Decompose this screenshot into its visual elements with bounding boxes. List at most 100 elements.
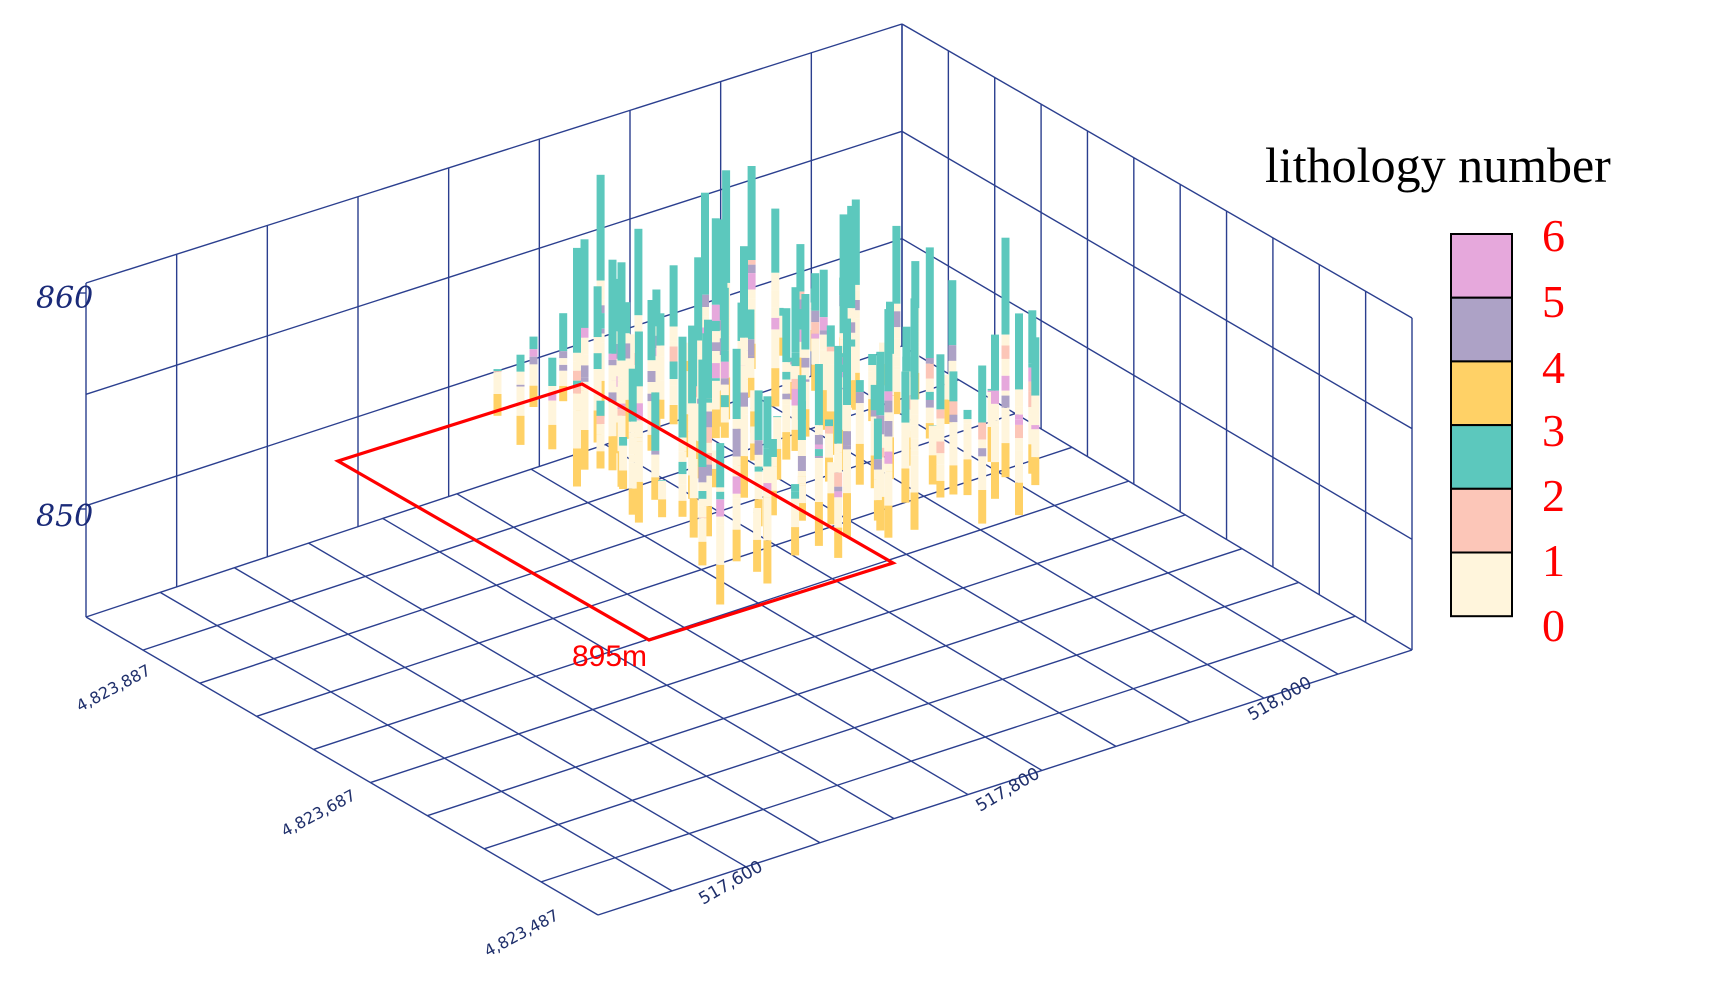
borehole-segment — [720, 384, 729, 396]
borehole-segment — [720, 407, 729, 423]
borehole-segment — [855, 392, 864, 404]
borehole-segment — [901, 468, 910, 503]
borehole-segment — [628, 454, 637, 463]
borehole-segment — [847, 352, 856, 381]
borehole-segment — [754, 471, 763, 473]
borehole-segment — [1015, 389, 1023, 407]
borehole-segment — [580, 388, 589, 391]
borehole-segment — [884, 309, 893, 392]
borehole-segment — [694, 324, 703, 341]
borehole-segment — [529, 364, 538, 386]
borehole-segment — [694, 384, 703, 399]
borehole-segment — [669, 385, 678, 405]
borehole — [689, 459, 698, 538]
borehole — [704, 319, 712, 537]
grid-line — [85, 130, 903, 395]
borehole-segment — [698, 467, 707, 483]
borehole-segment — [884, 473, 893, 506]
borehole — [694, 257, 703, 479]
borehole — [855, 380, 864, 485]
borehole — [925, 247, 934, 439]
borehole-segment — [811, 333, 820, 339]
borehole-segment — [740, 379, 748, 393]
borehole-segment — [978, 422, 987, 440]
borehole-segment — [884, 412, 893, 421]
borehole-segment — [740, 406, 748, 415]
borehole-segment — [925, 358, 934, 364]
borehole-segment — [750, 390, 759, 412]
borehole-segment — [711, 363, 720, 379]
borehole-segment — [689, 459, 698, 499]
borehole — [529, 336, 538, 407]
borehole-segment — [678, 474, 687, 485]
borehole-segment — [773, 416, 782, 418]
borehole-segment — [732, 476, 741, 494]
borehole-segment — [791, 429, 800, 451]
borehole — [949, 371, 958, 495]
borehole-segment — [1001, 345, 1010, 359]
borehole-segment — [678, 336, 687, 438]
borehole-segment — [732, 428, 741, 439]
borehole-segment — [658, 481, 667, 500]
borehole-segment — [1001, 407, 1010, 409]
borehole-segment — [819, 330, 828, 335]
borehole-segment — [701, 307, 709, 317]
borehole — [873, 418, 882, 521]
borehole-segment — [1015, 424, 1023, 439]
borehole-segment — [747, 298, 756, 313]
grid-line — [597, 649, 1413, 916]
borehole-segment — [901, 422, 910, 433]
borehole-segment — [834, 486, 843, 492]
borehole-segment — [826, 325, 835, 347]
borehole — [669, 265, 678, 425]
borehole-segment — [873, 479, 882, 501]
borehole-segment — [801, 367, 810, 380]
borehole-segment — [750, 426, 759, 444]
borehole-segment — [834, 472, 843, 487]
borehole-segment — [771, 330, 780, 369]
borehole-segment — [1031, 429, 1040, 458]
borehole-segment — [768, 439, 777, 457]
borehole — [775, 307, 784, 356]
borehole — [634, 331, 643, 523]
borehole-segment — [573, 408, 581, 411]
borehole-segment — [901, 434, 910, 469]
borehole-segment — [732, 498, 741, 530]
borehole-segment — [711, 342, 720, 351]
borehole-segment — [548, 393, 557, 401]
borehole-segment — [593, 343, 602, 354]
borehole-segment — [559, 358, 568, 365]
borehole-segment — [936, 409, 945, 419]
borehole-segment — [773, 417, 782, 419]
borehole-segment — [791, 498, 800, 528]
borehole-segment — [694, 398, 703, 404]
borehole — [1031, 337, 1040, 486]
borehole-segment — [651, 392, 660, 436]
borehole-segment — [949, 465, 958, 495]
borehole-segment — [782, 308, 791, 363]
borehole-segment — [782, 362, 791, 372]
borehole-segment — [678, 484, 687, 501]
borehole-segment — [619, 470, 628, 489]
borehole-segment — [529, 356, 538, 365]
borehole-segment — [669, 265, 678, 327]
borehole-segment — [628, 368, 637, 422]
borehole-segment — [884, 471, 893, 474]
borehole-segment — [608, 380, 617, 393]
borehole-segment — [694, 441, 703, 479]
borehole — [773, 416, 782, 480]
borehole-segment — [1031, 337, 1040, 396]
borehole — [658, 480, 667, 518]
y-tick-label: 4,823,687 — [278, 786, 359, 841]
borehole-segment — [1001, 334, 1010, 346]
borehole-segment — [851, 333, 860, 336]
borehole-segment — [839, 214, 848, 334]
borehole-segment — [740, 345, 748, 351]
borehole-segment — [493, 394, 502, 416]
borehole-segment — [746, 309, 755, 340]
borehole-segment — [868, 365, 877, 372]
borehole-segment — [925, 247, 934, 358]
borehole-segment — [656, 367, 665, 381]
borehole — [768, 439, 777, 516]
borehole-segment — [901, 432, 910, 435]
